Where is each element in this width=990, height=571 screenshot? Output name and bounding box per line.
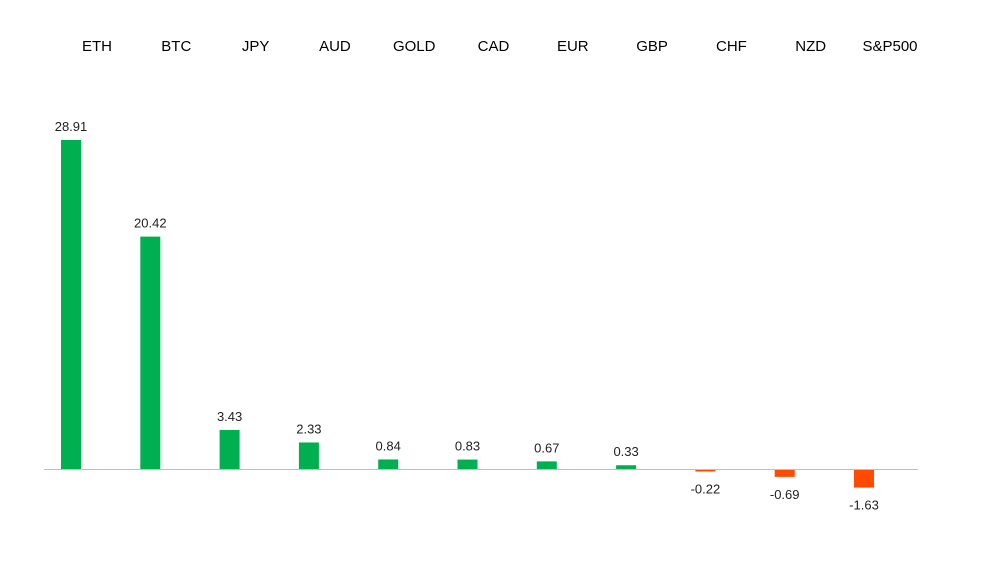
- value-label-nzd: -0.69: [770, 487, 800, 502]
- bar-gbp: [616, 465, 637, 469]
- category-label-btc: BTC: [161, 38, 191, 55]
- bars: [61, 140, 874, 488]
- bar-btc: [140, 236, 161, 469]
- value-label-gold: 0.84: [376, 438, 401, 453]
- value-label-eur: 0.67: [534, 440, 559, 455]
- bar-eth: [61, 140, 81, 469]
- bar-chf: [695, 469, 716, 472]
- value-label-aud: 2.33: [296, 421, 321, 436]
- value-labels: 28.91 20.42 3.43 2.33 0.84 0.83 0.67 0.33 -0.22 -…: [55, 119, 879, 513]
- category-label-jpy: JPY: [242, 38, 270, 55]
- bar-nzd: [774, 469, 795, 477]
- value-label-eth: 28.91: [55, 119, 88, 134]
- category-label-aud: AUD: [319, 38, 351, 55]
- value-label-btc: 20.42: [134, 216, 167, 231]
- category-label-eth: ETH: [82, 38, 112, 55]
- value-label-jpy: 3.43: [217, 409, 242, 424]
- category-label-chf: CHF: [716, 38, 747, 55]
- bar-gold: [378, 459, 399, 469]
- bar-cad: [457, 459, 478, 469]
- category-label-s-p500: S&P500: [862, 38, 917, 55]
- category-label-gold: GOLD: [393, 38, 436, 55]
- value-label-cad: 0.83: [455, 439, 480, 454]
- bar-jpy: [219, 429, 240, 469]
- category-label-eur: EUR: [557, 38, 589, 55]
- category-label-nzd: NZD: [795, 38, 826, 55]
- category-label-gbp: GBP: [636, 38, 668, 55]
- value-label-s-p500: -1.63: [849, 498, 879, 513]
- bar-aud: [298, 442, 319, 469]
- bar-s-p500: [854, 469, 874, 488]
- value-label-gbp: 0.33: [613, 444, 638, 459]
- category-labels: ETH BTC JPY AUD GOLD CAD EUR GBP CHF NZD S&P500: [82, 38, 918, 55]
- bar-eur: [536, 461, 557, 469]
- category-label-cad: CAD: [478, 38, 510, 55]
- value-label-chf: -0.22: [691, 482, 721, 497]
